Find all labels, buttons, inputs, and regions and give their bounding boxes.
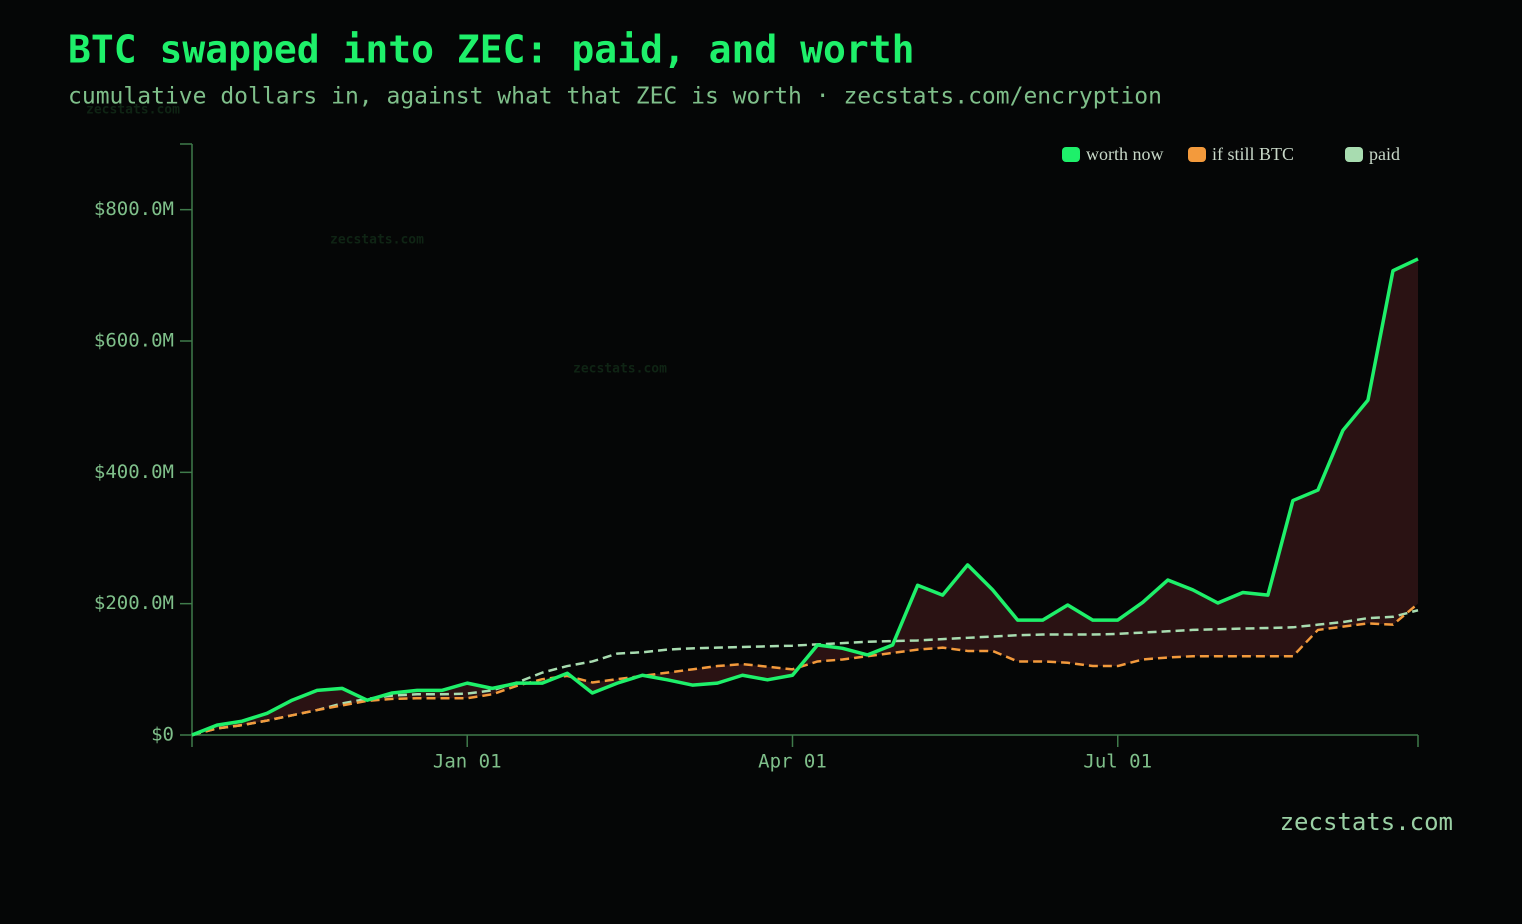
watermark: zecstats.com — [573, 362, 667, 377]
y-tick-label: $200.0M — [94, 592, 174, 614]
x-tick-label: Apr 01 — [758, 751, 827, 773]
y-tick-label: $400.0M — [94, 461, 174, 483]
watermark: zecstats.com — [330, 233, 424, 248]
legend-swatch — [1345, 147, 1363, 162]
legend-label: if still BTC — [1212, 144, 1294, 164]
x-tick-label: Jan 01 — [433, 751, 502, 773]
legend-swatch — [1188, 147, 1206, 162]
watermark: zecstats.com — [86, 103, 180, 118]
series-line — [191, 609, 1419, 737]
legend-label: worth now — [1086, 144, 1164, 164]
chart-title: BTC swapped into ZEC: paid, and worth — [68, 28, 914, 72]
series-line — [191, 257, 1419, 737]
y-tick-label: $0 — [151, 724, 174, 746]
y-tick-label: $600.0M — [94, 330, 174, 352]
chart-subtitle: cumulative dollars in, against what that… — [68, 84, 1162, 110]
series-line — [191, 602, 1419, 737]
footer-credit: zecstats.com — [1280, 808, 1453, 836]
legend-swatch — [1062, 147, 1080, 162]
y-tick-label: $800.0M — [94, 198, 174, 220]
legend-label: paid — [1369, 144, 1400, 164]
x-tick-label: Jul 01 — [1083, 751, 1152, 773]
